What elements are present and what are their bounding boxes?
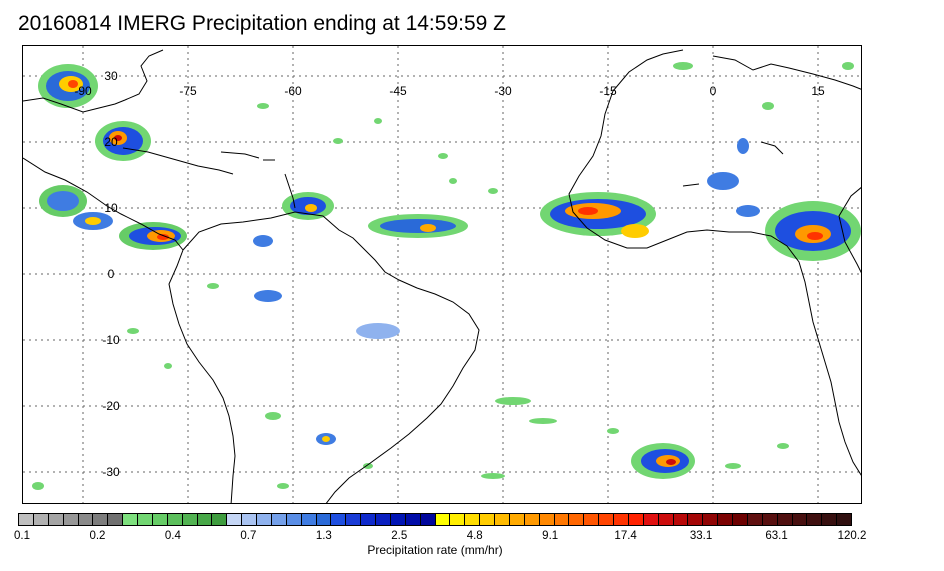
longitude-label: -60 (284, 84, 302, 98)
colorbar-swatch (807, 514, 823, 525)
colorbar-swatch (48, 514, 64, 525)
colorbar-swatch (257, 514, 272, 525)
colorbar-swatch (376, 514, 391, 525)
colorbar-swatch (837, 514, 851, 525)
colorbar-swatch (123, 514, 138, 525)
colorbar-tick-label: 120.2 (837, 530, 867, 542)
colorbar-swatch (182, 514, 198, 525)
colorbar-swatch (673, 514, 689, 525)
colorbar-swatch (420, 514, 436, 525)
longitude-label: -75 (179, 84, 197, 98)
colorbar-swatch (346, 514, 362, 525)
colorbar-swatch (599, 514, 614, 525)
colorbar-tick-label: 0.4 (164, 530, 181, 542)
colorbar-tick-label: 63.1 (765, 530, 788, 542)
colorbar-swatch (316, 514, 332, 525)
colorbar-swatch (733, 514, 748, 525)
colorbar-swatch (495, 514, 510, 525)
colorbar-swatch (554, 514, 570, 525)
colorbar-swatch (539, 514, 555, 525)
precip-cell-caribbean (38, 64, 187, 250)
colorbar-swatch (271, 514, 287, 525)
longitude-label: -90 (74, 84, 92, 98)
latitude-label: 30 (104, 69, 118, 83)
latitude-label: -10 (102, 333, 120, 347)
colorbar-swatch (450, 514, 466, 525)
latitude-label: 0 (108, 267, 115, 281)
graticule (23, 46, 861, 503)
colorbar-tick-label: 0.1 (14, 530, 30, 542)
colorbar-swatch (792, 514, 808, 525)
colorbar-swatch (361, 514, 376, 525)
longitude-label: -45 (389, 84, 407, 98)
latitude-label: 10 (104, 201, 118, 215)
colorbar-swatch (286, 514, 302, 525)
colorbar-tick-label: 1.3 (315, 530, 332, 542)
colorbar-swatch (108, 514, 124, 525)
colorbar-tick-label: 17.4 (614, 530, 637, 542)
colorbar-swatch (658, 514, 674, 525)
colorbar-tick-label: 0.7 (240, 530, 257, 542)
colorbar-swatch (628, 514, 644, 525)
precipitation-field (32, 62, 861, 490)
colorbar-swatch (227, 514, 243, 525)
longitude-label: 0 (710, 84, 717, 98)
colorbar-swatch (762, 514, 778, 525)
map-title: 20160814 IMERG Precipitation ending at 1… (18, 12, 506, 35)
colorbar-swatch (614, 514, 629, 525)
latitude-label: -20 (102, 399, 120, 413)
colorbar-swatch (524, 514, 540, 525)
colorbar-tick-label: 4.8 (466, 530, 483, 542)
longitude-label: 15 (811, 84, 825, 98)
colorbar-swatch (643, 514, 659, 525)
colorbar-tick-label: 33.1 (689, 530, 713, 542)
colorbar-swatch (718, 514, 733, 525)
colorbar-swatch (63, 514, 79, 525)
colorbar-label: Precipitation rate (mm/hr) (367, 543, 503, 557)
colorbar-swatch (242, 514, 257, 525)
colorbar-tick-label: 2.5 (391, 530, 408, 542)
precipitation-colorbar (18, 513, 852, 526)
colorbar-swatch (480, 514, 495, 525)
colorbar-swatch (19, 514, 34, 525)
colorbar-swatch (138, 514, 153, 525)
colorbar-swatch (331, 514, 347, 525)
colorbar-swatch (584, 514, 600, 525)
colorbar-swatch (167, 514, 183, 525)
colorbar-swatch (212, 514, 228, 525)
precip-scattered-light (32, 62, 854, 490)
colorbar-swatch (152, 514, 168, 525)
colorbar-swatch (405, 514, 421, 525)
colorbar-swatch (703, 514, 719, 525)
colorbar-swatch (465, 514, 481, 525)
precip-cell-atlantic (253, 192, 695, 479)
colorbar-swatch (301, 514, 317, 525)
map-canvas: -90 -75 -60 -45 -30 -15 0 15 30 20 10 0 -10 -20 -30 (23, 46, 861, 503)
colorbar-swatch (688, 514, 704, 525)
colorbar-swatch (390, 514, 406, 525)
colorbar-swatch (78, 514, 94, 525)
colorbar-swatch (569, 514, 585, 525)
colorbar-swatch (93, 514, 109, 525)
colorbar-swatch (777, 514, 793, 525)
precip-cell-west-africa (540, 138, 861, 261)
latitude-label: 20 (104, 135, 118, 149)
colorbar-swatch (33, 514, 49, 525)
colorbar-swatch (747, 514, 763, 525)
colorbar-swatch (435, 514, 451, 525)
graticule-labels: -90 -75 -60 -45 -30 -15 0 15 30 20 10 0 -10 -20 -30 (74, 69, 825, 479)
longitude-label: -30 (494, 84, 512, 98)
colorbar-swatch (822, 514, 838, 525)
colorbar-swatch (509, 514, 525, 525)
coastlines (23, 49, 861, 503)
colorbar-tick-label: 0.2 (89, 530, 106, 542)
colorbar-swatch (197, 514, 213, 525)
precipitation-map: -90 -75 -60 -45 -30 -15 0 15 30 20 10 0 -10 -20 -30 (22, 45, 862, 504)
colorbar-tick-label: 9.1 (542, 530, 559, 542)
longitude-label: -15 (599, 84, 617, 98)
latitude-label: -30 (102, 465, 120, 479)
